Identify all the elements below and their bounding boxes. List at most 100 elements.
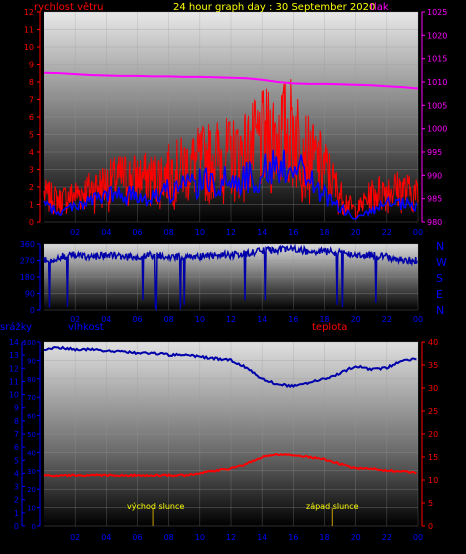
x-tick-label: 00	[413, 228, 423, 237]
bottom-grid	[44, 341, 419, 527]
wind-gust-series	[43, 149, 418, 220]
x-tick-label: 22	[382, 228, 392, 237]
x-tick-label: 04	[101, 315, 111, 324]
rain-tick-label: 14	[9, 338, 19, 347]
wind-direction-axis: 0 90 180 270 360	[20, 240, 41, 315]
wind-tick-label: 2	[29, 183, 34, 192]
humidity-tick-label: 20	[27, 486, 36, 494]
pressure-tick-label: 990	[427, 171, 442, 180]
humidity-axis: 0 10 20 30 40 50 60 70 80 90 100	[23, 339, 41, 531]
humidity-tick-label: 100	[23, 339, 36, 347]
temperature-tick-label: 20	[428, 430, 438, 439]
wind-pressure-x-axis: 02 04 06 08 10 12 14 16 18 20 22 00	[70, 228, 423, 237]
x-tick-label: 10	[195, 315, 205, 324]
humidity-label: vlhkost	[68, 322, 104, 333]
temperature-tick-label: 25	[428, 407, 438, 416]
temperature-tick-label: 0	[428, 522, 433, 531]
rain-tick-label: 5	[14, 456, 19, 465]
rain-tick-label: 11	[9, 377, 19, 386]
sunrise-label: východ slunce	[127, 502, 184, 511]
temperature-series	[43, 452, 417, 478]
humidity-tick-label: 40	[27, 449, 36, 457]
temperature-tick-label: 30	[428, 384, 438, 393]
compass-e: E	[436, 288, 443, 301]
humidity-tick-label: 70	[27, 394, 36, 402]
pressure-label: tlak	[370, 2, 389, 13]
pressure-tick-label: 1005	[427, 101, 447, 110]
x-tick-label: 10	[195, 228, 205, 237]
pressure-tick-label: 1000	[427, 125, 447, 134]
x-tick-label: 14	[257, 533, 267, 542]
wind-tick-label: 9	[29, 61, 34, 70]
x-tick-label: 04	[101, 533, 111, 542]
humidity-series	[43, 345, 417, 389]
wind-tick-label: 6	[29, 113, 34, 122]
x-tick-label: 16	[288, 533, 298, 542]
humidity-tick-label: 80	[27, 376, 36, 384]
pressure-series	[43, 71, 419, 90]
x-tick-label: 00	[413, 533, 423, 542]
x-tick-label: 16	[288, 315, 298, 324]
x-tick-label: 14	[257, 228, 267, 237]
x-tick-label: 22	[382, 315, 392, 324]
compass-n-bottom: N	[436, 304, 444, 317]
x-tick-label: 20	[351, 533, 361, 542]
x-tick-label: 22	[382, 533, 392, 542]
pressure-tick-label: 980	[427, 218, 442, 227]
temperature-label: teplota	[312, 322, 347, 333]
wind-direction-panel: 0 90 180 270 360 02 04 06 08 10 12 14 16 18 20 22 00 N …	[20, 240, 447, 324]
x-tick-label: 12	[226, 228, 236, 237]
wind-tick-label: 1	[29, 201, 34, 210]
humidity-tick-label: 0	[32, 523, 36, 531]
x-tick-label: 20	[351, 315, 361, 324]
wind-direction-grid	[44, 243, 419, 311]
humidity-tick-label: 90	[27, 357, 36, 365]
rain-tick-label: 10	[9, 391, 19, 400]
rain-tick-label: 9	[14, 404, 19, 413]
x-tick-label: 06	[132, 315, 142, 324]
x-tick-label: 08	[164, 315, 174, 324]
direction-tick-label: 180	[20, 273, 35, 282]
direction-tick-label: 360	[20, 240, 35, 249]
pressure-tick-label: 995	[427, 148, 442, 157]
x-tick-label: 14	[257, 315, 267, 324]
temperature-tick-label: 35	[428, 361, 438, 370]
x-tick-label: 06	[132, 228, 142, 237]
x-tick-label: 18	[319, 315, 329, 324]
direction-tick-label: 270	[20, 257, 35, 266]
temperature-axis: 0 5 10 15 20 25 30 35 40	[421, 338, 438, 531]
wind-pressure-grid	[44, 11, 419, 223]
wind-tick-label: 12	[24, 8, 34, 17]
temperature-tick-label: 5	[428, 499, 433, 508]
rain-tick-label: 12	[9, 364, 19, 373]
wind-tick-label: 10	[24, 43, 34, 52]
rain-tick-label: 7	[14, 430, 19, 439]
rain-tick-label: 6	[14, 443, 19, 452]
compass-labels: N W S E N	[436, 240, 447, 317]
wind-tick-label: 3	[29, 166, 34, 175]
wind-tick-label: 11	[24, 26, 34, 35]
wind-tick-label: 8	[29, 78, 34, 87]
rain-tick-label: 0	[14, 522, 19, 531]
x-tick-label: 12	[226, 315, 236, 324]
chart-title: 24 hour graph day : 30 September 2020	[173, 2, 375, 13]
rain-humidity-temperature-panel: východ slunce západ slunce 0123456789101…	[9, 338, 438, 542]
wind-tick-label: 4	[29, 148, 34, 157]
temperature-tick-label: 15	[428, 453, 438, 462]
humidity-tick-label: 10	[27, 505, 36, 513]
x-tick-label: 00	[413, 315, 423, 324]
rain-tick-label: 13	[9, 351, 19, 360]
rain-tick-label: 3	[14, 483, 19, 492]
direction-tick-label: 90	[25, 290, 35, 299]
compass-s: S	[436, 272, 443, 285]
wind-speed-label: rychlost větru	[34, 1, 104, 13]
x-tick-label: 18	[319, 228, 329, 237]
x-tick-label: 16	[288, 228, 298, 237]
rain-tick-label: 8	[14, 417, 19, 426]
x-tick-label: 06	[132, 533, 142, 542]
x-tick-label: 02	[70, 228, 80, 237]
humidity-tick-label: 60	[27, 413, 36, 421]
